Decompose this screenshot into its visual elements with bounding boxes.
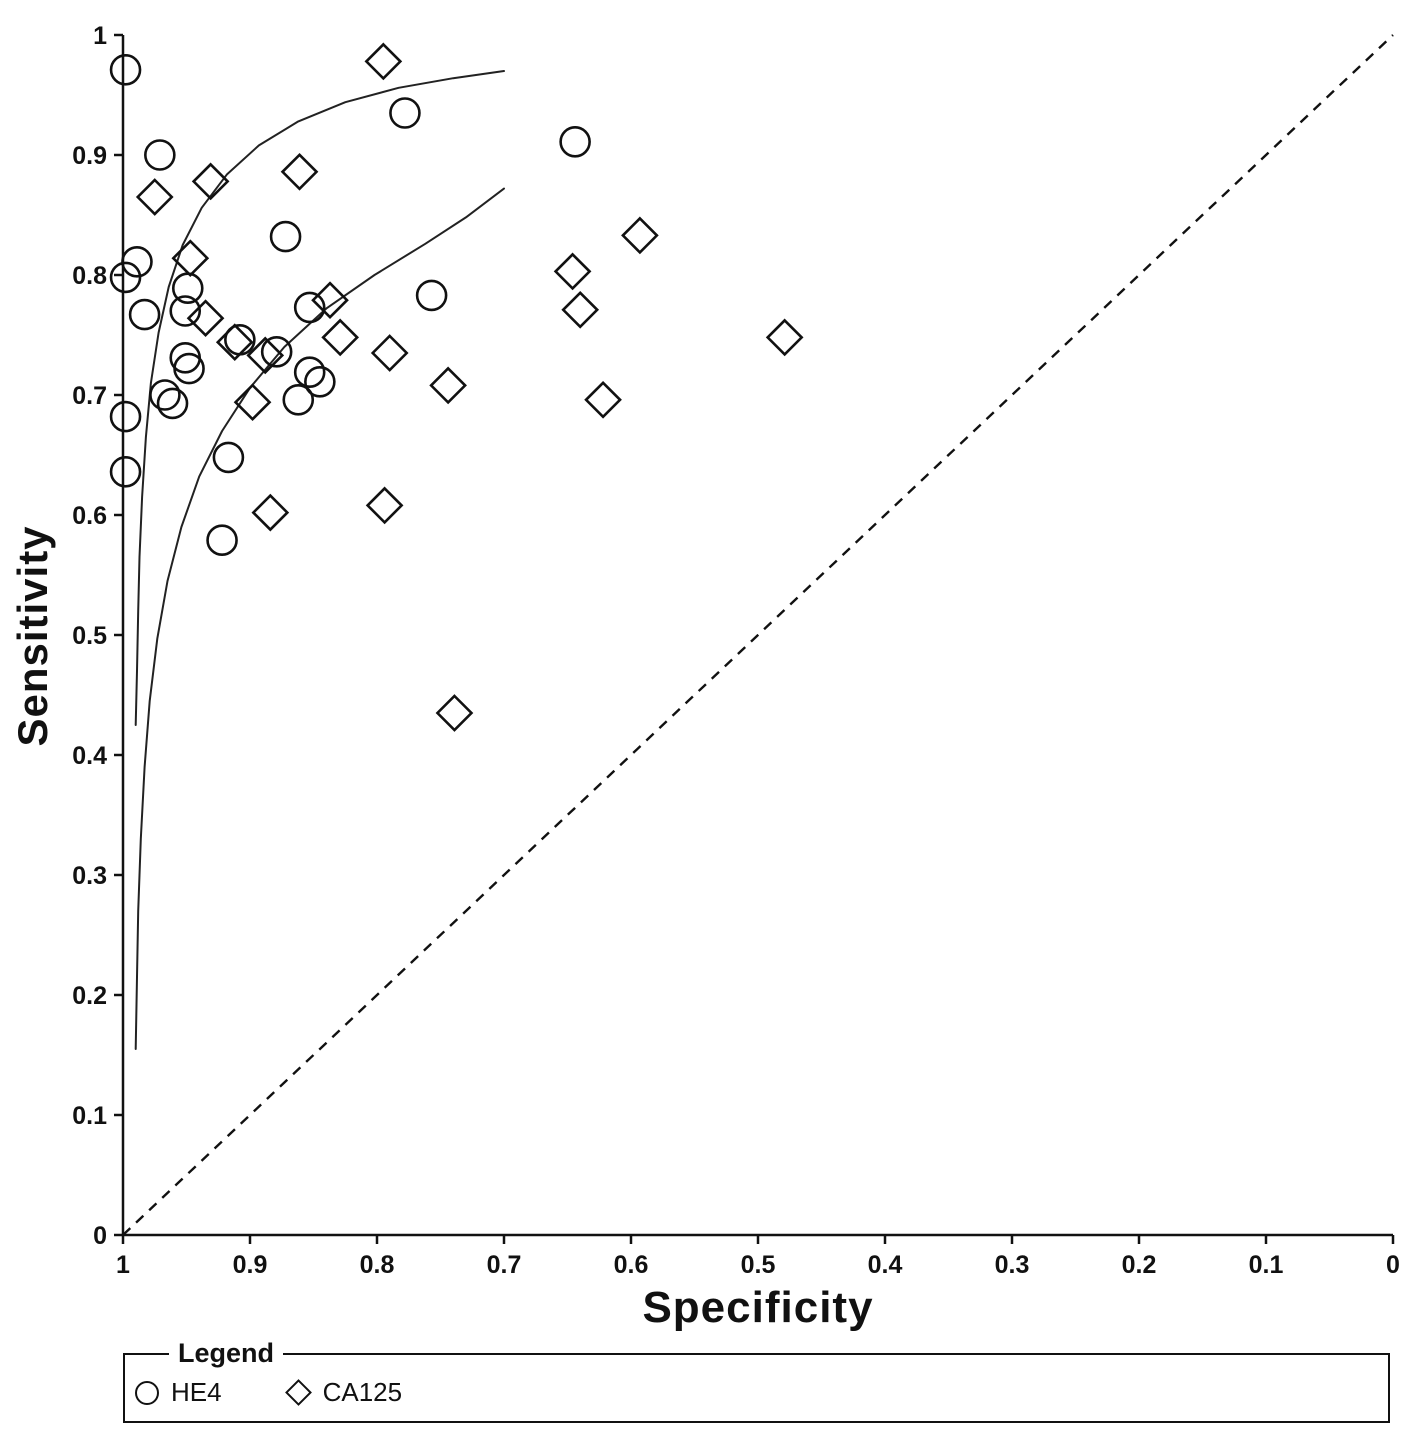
he4-marker xyxy=(121,245,153,278)
ca125-marker xyxy=(370,334,409,372)
x-axis-title: Specificity xyxy=(642,1283,874,1332)
x-tick-label: 0.9 xyxy=(233,1251,268,1279)
he4-marker xyxy=(144,139,176,171)
y-tick-label: 0.4 xyxy=(72,742,107,770)
legend: Legend HE4 CA125 xyxy=(123,1338,1390,1423)
he4-marker xyxy=(389,97,421,129)
x-tick-label: 0.1 xyxy=(1249,1251,1284,1279)
he4-marker xyxy=(156,387,189,420)
ca125-diamond-icon xyxy=(284,1379,312,1406)
y-tick-label: 0 xyxy=(93,1222,107,1250)
ca125-marker xyxy=(584,380,622,419)
ca125-marker xyxy=(364,42,403,81)
ca125-marker xyxy=(435,694,474,732)
legend-item-he4: HE4 xyxy=(135,1377,222,1408)
legend-items: HE4 CA125 xyxy=(135,1377,402,1408)
ca125-marker xyxy=(251,493,290,532)
y-tick-label: 0.3 xyxy=(72,862,107,890)
ca125-marker xyxy=(621,216,659,255)
he4-marker xyxy=(128,298,161,331)
legend-label-he4: HE4 xyxy=(171,1377,222,1407)
ca125-marker xyxy=(311,281,349,320)
x-tick-label: 0.8 xyxy=(360,1251,395,1279)
x-tick-label: 0.5 xyxy=(741,1251,776,1279)
he4-marker xyxy=(109,400,142,433)
y-tick-label: 0.8 xyxy=(72,262,107,290)
ca125-marker xyxy=(765,318,804,357)
chance-diagonal-line xyxy=(122,34,1394,1236)
ca125-marker xyxy=(135,178,174,216)
y-tick-label: 0.7 xyxy=(72,382,107,410)
he4-marker xyxy=(304,365,336,398)
ca125-marker xyxy=(365,486,404,525)
he4-marker xyxy=(282,383,315,416)
he4-marker xyxy=(212,441,245,474)
sroc-curve-ca125 xyxy=(134,187,505,1050)
x-tick-label: 0.7 xyxy=(487,1251,522,1279)
x-tick-label: 0.2 xyxy=(1122,1251,1157,1279)
he4-marker xyxy=(109,455,142,488)
y-tick-label: 0.9 xyxy=(72,142,107,170)
y-tick-label: 0.2 xyxy=(72,982,107,1010)
sroc-curve-he4 xyxy=(134,70,505,726)
ca125-marker xyxy=(171,239,210,278)
ca125-marker xyxy=(233,383,272,422)
he4-marker xyxy=(415,279,448,312)
y-axis-title: Sensitivity xyxy=(9,525,56,747)
he4-marker xyxy=(173,352,205,385)
y-tick-label: 0.6 xyxy=(72,502,107,530)
x-tick-label: 0.6 xyxy=(614,1251,649,1279)
he4-marker xyxy=(149,379,181,411)
he4-marker xyxy=(269,220,302,253)
ca125-marker xyxy=(429,366,467,405)
ca125-marker xyxy=(215,323,254,362)
he4-marker xyxy=(169,295,202,327)
x-tick-label: 0 xyxy=(1386,1251,1400,1279)
ca125-marker xyxy=(553,252,592,291)
x-tick-label: 0.4 xyxy=(868,1251,903,1279)
he4-circle-icon xyxy=(135,1380,159,1405)
he4-marker xyxy=(293,291,326,324)
he4-marker xyxy=(109,261,142,294)
he4-marker xyxy=(109,54,142,86)
he4-marker xyxy=(260,335,293,368)
ca125-marker xyxy=(246,336,285,375)
ca125-marker xyxy=(561,290,600,329)
x-tick-label: 1 xyxy=(116,1251,130,1279)
he4-marker xyxy=(293,356,326,389)
legend-title: Legend xyxy=(169,1338,284,1369)
legend-item-ca125: CA125 xyxy=(284,1377,403,1408)
ca125-marker xyxy=(321,318,360,357)
y-tick-label: 1 xyxy=(93,22,107,50)
ca125-marker xyxy=(191,162,230,201)
x-tick-label: 0.3 xyxy=(995,1251,1030,1279)
y-tick-label: 0.1 xyxy=(72,1102,107,1130)
legend-label-ca125: CA125 xyxy=(322,1377,403,1407)
he4-marker xyxy=(206,524,238,557)
he4-marker xyxy=(559,126,591,158)
y-tick-label: 0.5 xyxy=(72,622,107,650)
ca125-marker xyxy=(280,152,319,191)
ca125-marker xyxy=(186,299,225,338)
